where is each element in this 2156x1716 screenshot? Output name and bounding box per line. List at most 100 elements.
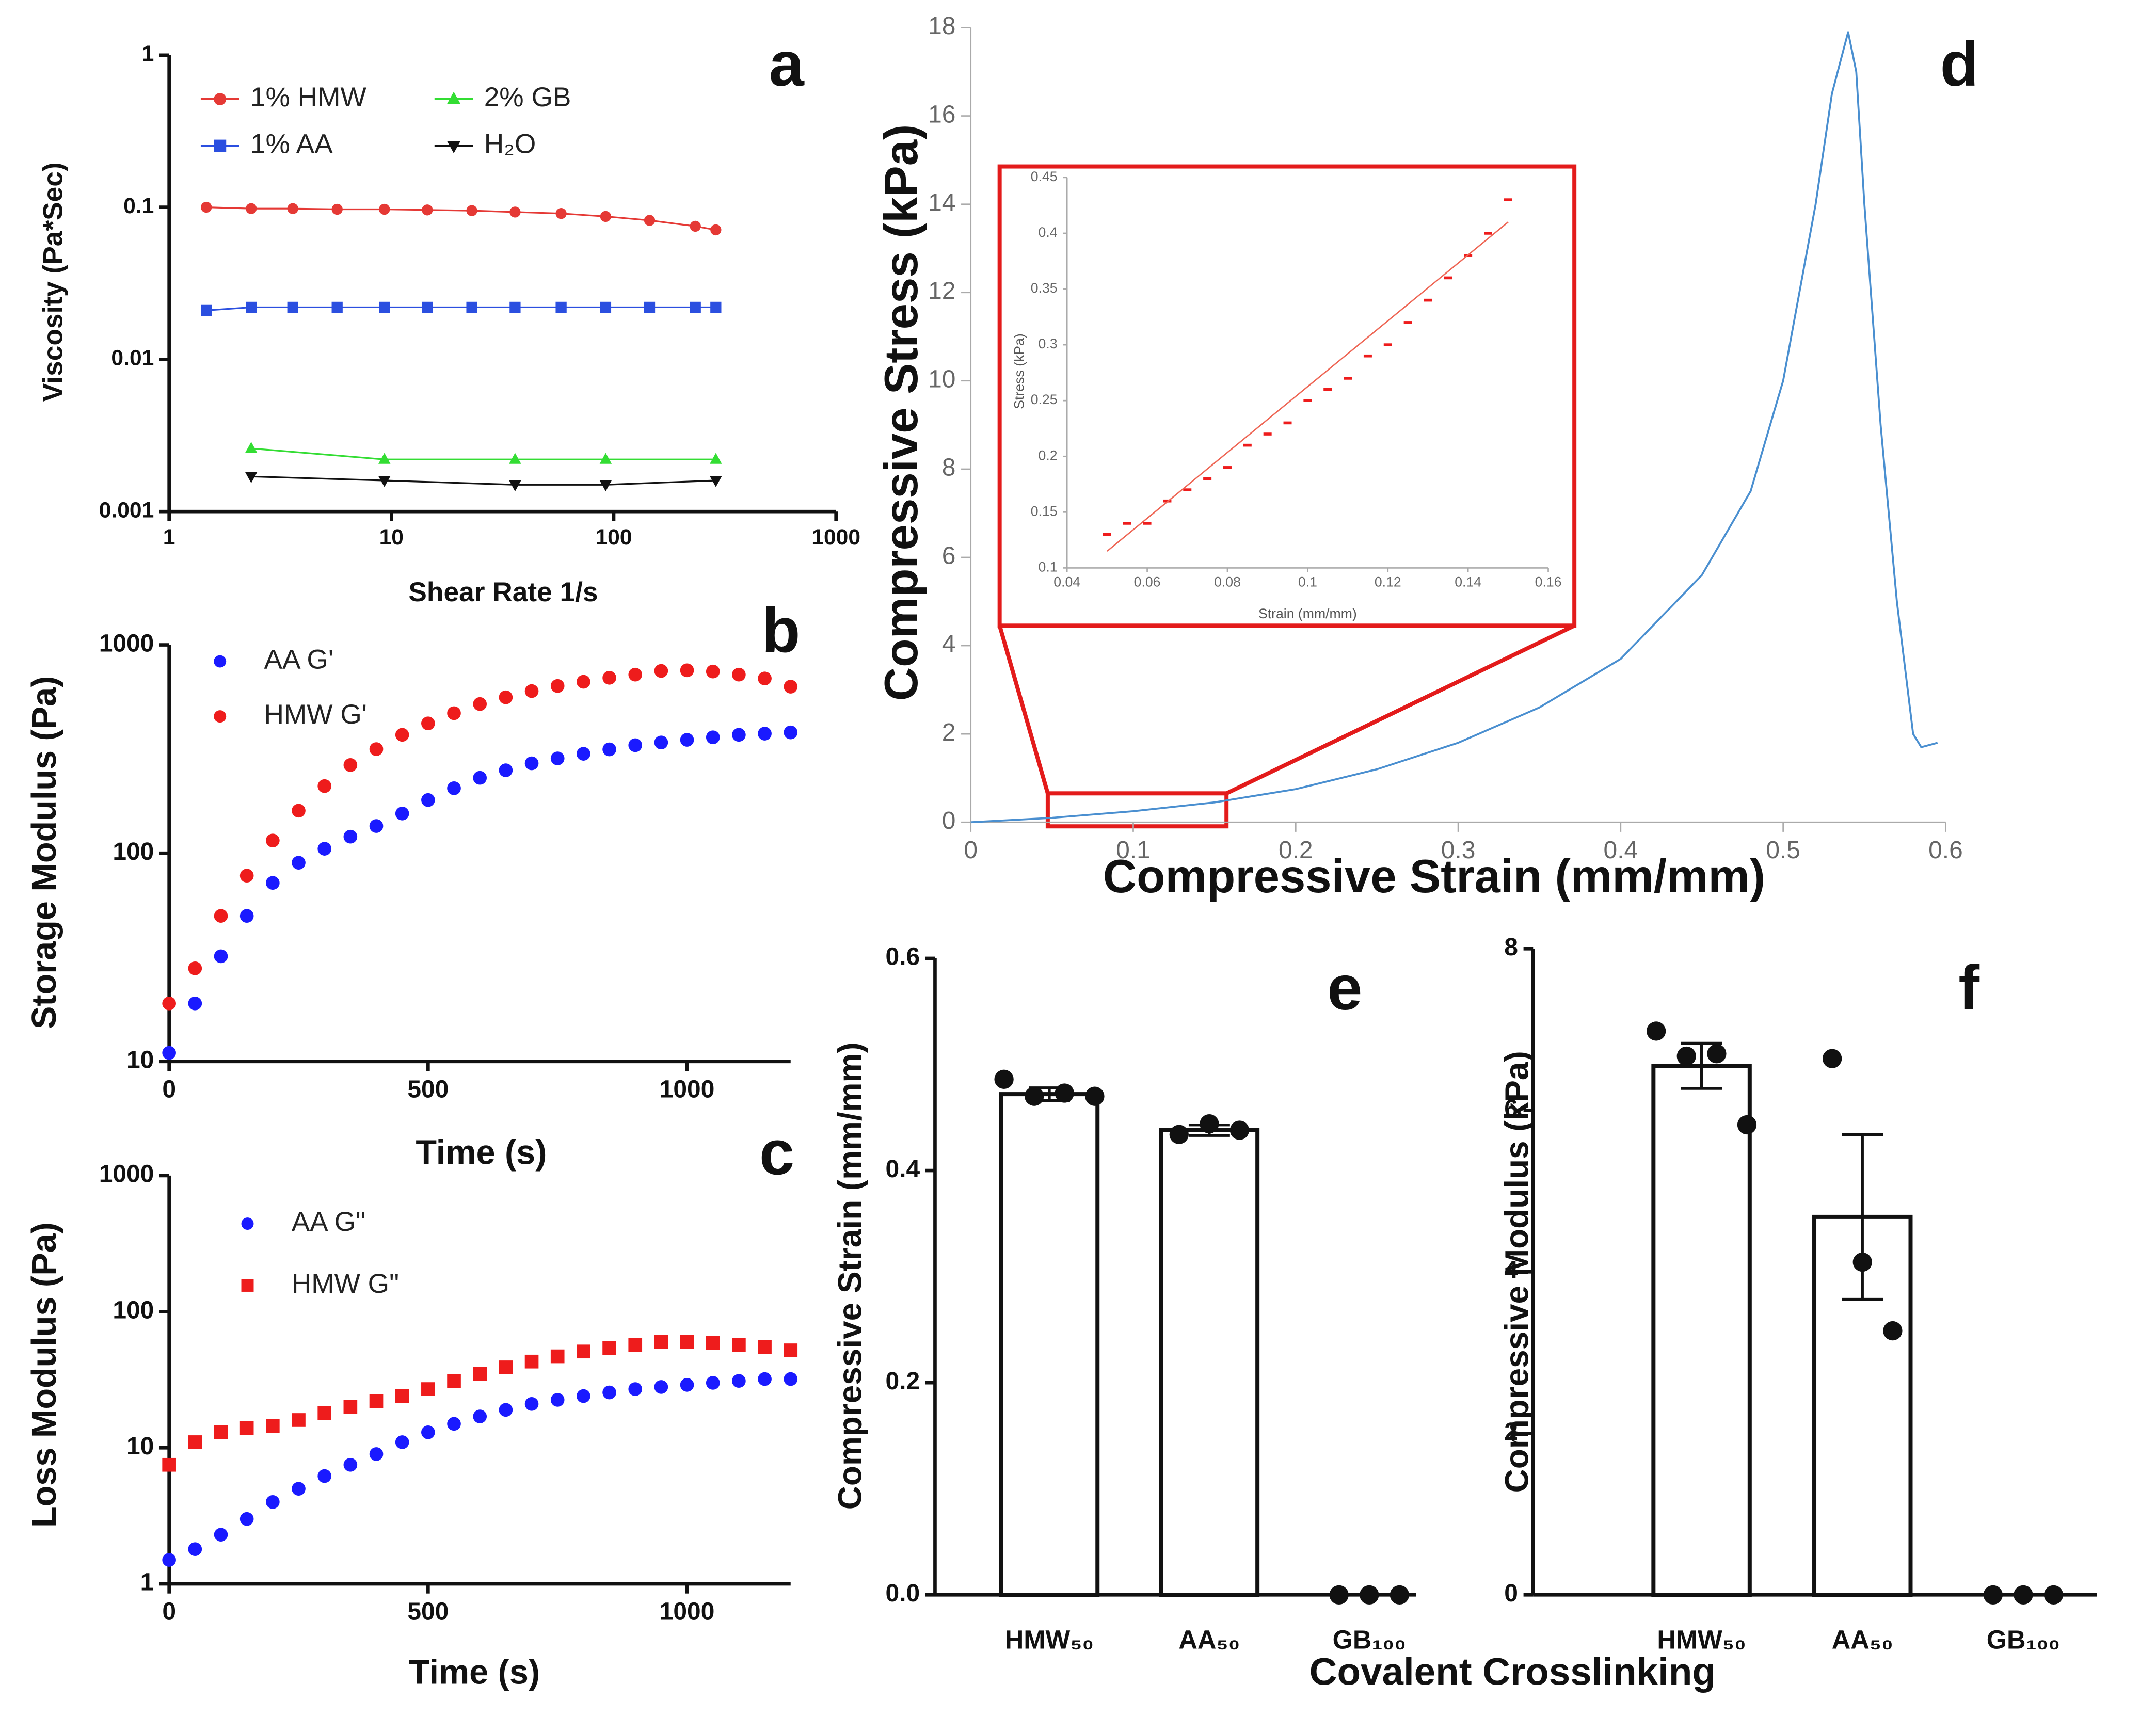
data-point xyxy=(466,301,477,313)
x-tick-label: 0.04 xyxy=(1053,574,1080,590)
bar xyxy=(1651,1064,1752,1597)
data-point xyxy=(447,1417,461,1431)
data-point xyxy=(239,1421,254,1435)
data-point xyxy=(784,1343,798,1357)
data-point xyxy=(395,807,409,821)
data-point xyxy=(577,1344,590,1359)
y-tick-label: 18 xyxy=(928,12,955,40)
x-axis-label: Strain (mm/mm) xyxy=(1258,606,1357,621)
data-point xyxy=(239,1512,254,1526)
data-point xyxy=(287,203,298,214)
x-tick-label: 0.6 xyxy=(1928,837,1963,864)
inset-frame xyxy=(997,164,1577,628)
data-point xyxy=(550,751,565,765)
data-point xyxy=(680,1335,694,1349)
data-point xyxy=(447,781,461,795)
data-point xyxy=(524,1354,539,1369)
data-point xyxy=(555,301,567,313)
x-tick-label: AA₅₀ xyxy=(1178,1625,1240,1654)
data-point xyxy=(509,301,521,313)
data-point xyxy=(1383,343,1392,346)
bar xyxy=(999,1092,1100,1597)
data-point xyxy=(710,476,722,487)
y-tick-label: 0.6 xyxy=(886,943,920,971)
data-point xyxy=(644,215,656,226)
x-tick-label: 0 xyxy=(162,1598,176,1626)
y-tick-label: 0.001 xyxy=(99,498,154,522)
x-tick-label: 0.06 xyxy=(1134,574,1161,590)
x-tick-label: 0.2 xyxy=(1279,837,1313,864)
data-point xyxy=(706,1376,720,1390)
data-point xyxy=(732,728,746,742)
data-point xyxy=(577,1389,590,1403)
data-point xyxy=(1183,488,1192,491)
data-point xyxy=(524,684,539,698)
y-tick-label: 2 xyxy=(1504,1418,1518,1446)
data-point xyxy=(466,205,477,216)
data-point xyxy=(1229,1120,1250,1140)
data-point xyxy=(499,763,513,777)
y-tick-label: 10 xyxy=(126,1433,154,1460)
data-point xyxy=(369,819,384,833)
data-point xyxy=(317,1469,332,1483)
y-tick-label: 16 xyxy=(928,101,955,128)
data-point xyxy=(162,996,176,1011)
x-tick-label: 0 xyxy=(964,837,978,864)
y-tick-label: 1 xyxy=(142,41,154,66)
data-point xyxy=(994,1069,1014,1089)
data-point xyxy=(1852,1252,1872,1272)
data-point xyxy=(246,301,257,313)
data-point xyxy=(732,1338,746,1352)
data-point xyxy=(395,728,409,742)
data-point xyxy=(369,742,384,756)
data-point xyxy=(524,1397,539,1411)
data-point xyxy=(1883,1321,1903,1341)
data-point xyxy=(473,1409,487,1423)
y-tick-label: 8 xyxy=(1504,934,1518,961)
data-point xyxy=(1823,1049,1842,1068)
legend-label: HMW G' xyxy=(264,699,367,730)
data-point xyxy=(1329,1585,1349,1605)
y-tick-label: 10 xyxy=(928,366,955,393)
data-point xyxy=(343,1457,358,1472)
data-point xyxy=(245,472,258,484)
data-point xyxy=(421,793,435,807)
data-point xyxy=(550,1349,565,1364)
data-point xyxy=(292,1413,306,1427)
data-point xyxy=(214,1528,228,1542)
data-point xyxy=(422,301,433,313)
data-point xyxy=(201,304,212,316)
zoom-connector xyxy=(1225,623,1575,795)
data-point xyxy=(599,480,612,492)
data-point xyxy=(317,779,332,793)
data-point xyxy=(421,1425,435,1439)
y-tick-label: 4 xyxy=(1504,1257,1518,1284)
legend-label: HMW G" xyxy=(292,1269,399,1299)
data-point xyxy=(1363,354,1372,358)
x-tick-label: 1000 xyxy=(660,1598,715,1626)
legend-marker xyxy=(214,93,227,106)
data-point xyxy=(246,203,257,214)
data-point xyxy=(710,453,722,464)
legend-label: 1% AA xyxy=(250,129,333,159)
data-point xyxy=(421,716,435,730)
data-point xyxy=(266,833,280,847)
data-point xyxy=(680,1378,694,1392)
panel-letter: b xyxy=(762,595,801,665)
data-point xyxy=(343,1400,358,1414)
x-axis-label: Shear Rate 1/s xyxy=(408,577,598,607)
data-point xyxy=(602,671,616,685)
data-point xyxy=(628,1338,643,1352)
x-tick-label: 0.08 xyxy=(1214,574,1241,590)
data-point xyxy=(162,1553,176,1567)
data-point xyxy=(499,1403,513,1417)
data-point xyxy=(758,671,772,685)
y-tick-label: 10 xyxy=(126,1046,154,1073)
x-tick-label: 500 xyxy=(407,1598,449,1626)
data-point xyxy=(1303,399,1312,402)
y-axis-label: Stress (kPa) xyxy=(1012,333,1027,409)
data-point xyxy=(369,1447,384,1461)
x-tick-label: 0.3 xyxy=(1441,837,1476,864)
panel-letter: e xyxy=(1327,952,1362,1023)
data-point xyxy=(644,301,656,313)
